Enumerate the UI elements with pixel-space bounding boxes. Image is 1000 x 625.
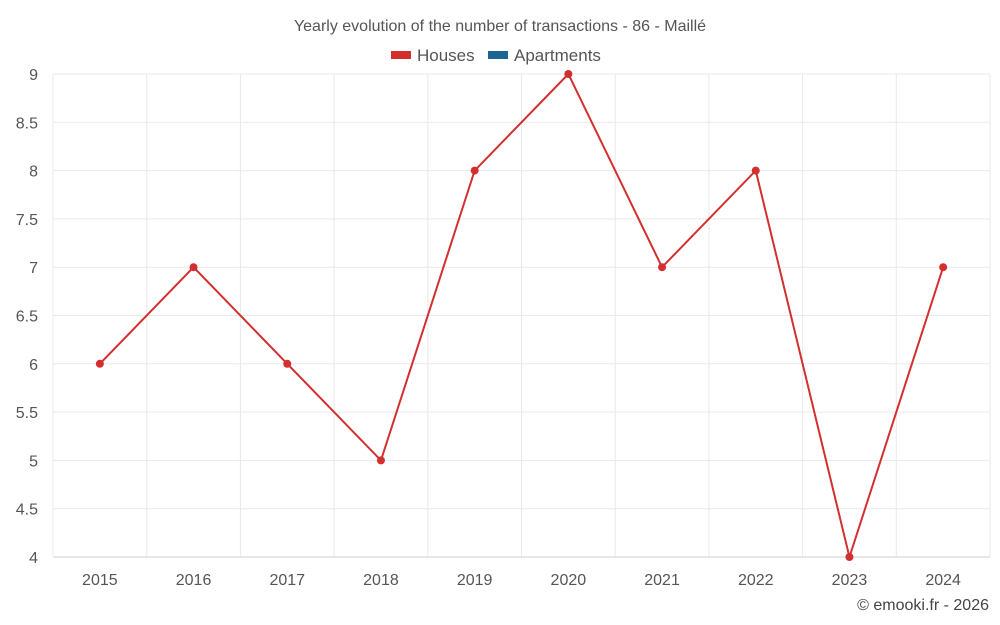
y-axis: 4 4.5 5 5.5 6 6.5 7 7.5 8 8.5 9 — [16, 67, 38, 567]
data-point[interactable] — [751, 166, 760, 175]
x-axis: 2015 2016 2017 2018 2019 2020 2021 2022 2023 2024 — [53, 556, 990, 589]
y-tick-label: 7.5 — [16, 212, 38, 229]
y-tick-label: 8 — [29, 164, 38, 181]
y-tick-label: 5 — [29, 453, 38, 470]
data-point[interactable] — [845, 553, 854, 561]
y-tick-label: 4 — [29, 550, 38, 567]
y-tick-label: 4.5 — [16, 502, 38, 519]
copyright-credit: © emooki.fr - 2026 — [857, 597, 989, 614]
x-tick-label: 2024 — [925, 572, 961, 589]
y-tick-label: 8.5 — [16, 115, 38, 132]
data-point[interactable] — [470, 166, 479, 175]
data-point[interactable] — [189, 263, 198, 272]
data-point[interactable] — [658, 263, 667, 272]
legend-item-houses[interactable]: Houses — [391, 46, 475, 65]
data-point[interactable] — [95, 359, 104, 368]
legend-swatch — [488, 51, 508, 59]
data-point[interactable] — [939, 263, 948, 272]
series-layer — [95, 70, 948, 561]
y-tick-label: 7 — [29, 260, 38, 277]
x-tick-label: 2019 — [457, 572, 493, 589]
y-tick-label: 9 — [29, 67, 38, 84]
legend-item-apartments[interactable]: Apartments — [488, 46, 601, 65]
y-tick-label: 5.5 — [16, 405, 38, 422]
y-tick-label: 6 — [29, 357, 38, 374]
x-tick-label: 2018 — [363, 572, 399, 589]
data-point[interactable] — [376, 456, 385, 465]
x-tick-label: 2016 — [176, 572, 212, 589]
chart-title: Yearly evolution of the number of transa… — [294, 18, 706, 35]
series-line-houses — [99, 72, 945, 561]
legend-label: Apartments — [514, 46, 601, 65]
gridlines — [52, 73, 991, 558]
x-tick-label: 2015 — [82, 572, 118, 589]
x-tick-label: 2023 — [832, 572, 868, 589]
x-tick-label: 2017 — [269, 572, 305, 589]
data-point[interactable] — [283, 359, 292, 368]
x-tick-label: 2022 — [738, 572, 774, 589]
x-tick-label: 2021 — [644, 572, 680, 589]
legend: Houses Apartments — [391, 46, 601, 65]
x-tick-label: 2020 — [551, 572, 587, 589]
legend-label: Houses — [417, 46, 475, 65]
data-point[interactable] — [564, 70, 573, 78]
y-tick-label: 6.5 — [16, 309, 38, 326]
legend-swatch — [391, 51, 411, 59]
